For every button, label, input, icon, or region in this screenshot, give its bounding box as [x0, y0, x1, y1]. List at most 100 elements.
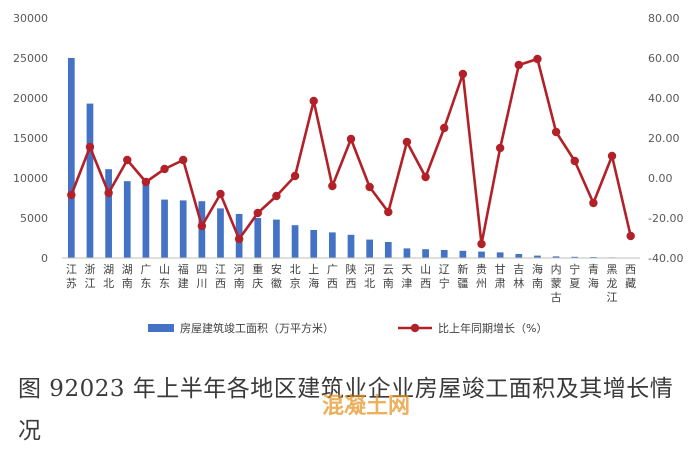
line-point	[440, 123, 449, 133]
bar	[403, 248, 411, 258]
line-point	[514, 60, 524, 70]
line-point	[309, 96, 318, 106]
watermark: 混凝土网	[322, 394, 411, 419]
category-label: 河南	[234, 263, 245, 290]
category-label: 吉林	[513, 263, 524, 290]
bar	[123, 181, 131, 258]
line-point	[346, 134, 356, 144]
bar	[496, 252, 504, 258]
bar	[291, 225, 299, 258]
category-label: 重庆	[252, 262, 263, 290]
legend-line-label: 比上年同期增长（%）	[438, 321, 547, 335]
category-label: 湖北	[103, 263, 114, 290]
line-point	[123, 155, 132, 165]
legend-line-marker	[410, 323, 420, 333]
legend-bar-label: 房屋建筑竣工面积（万平方米）	[180, 321, 334, 335]
bar	[67, 58, 75, 258]
bar	[459, 250, 467, 258]
line-point	[328, 181, 337, 191]
category-label: 浙江	[84, 263, 95, 290]
category-label: 青海	[588, 263, 599, 290]
left-tick-label: 0	[41, 252, 48, 265]
line-point	[178, 155, 188, 165]
left-tick-label: 15000	[13, 132, 48, 145]
category-label: 福建	[178, 262, 189, 290]
category-label: 上海	[308, 263, 319, 290]
right-tick-label: 60.00	[648, 52, 680, 65]
line-point	[197, 221, 207, 231]
line-point	[533, 54, 542, 64]
line-point	[272, 191, 281, 201]
line-point	[477, 239, 486, 249]
bar	[105, 169, 112, 258]
bar-series	[67, 58, 635, 258]
line-point	[67, 190, 76, 200]
left-tick-label: 25000	[13, 52, 48, 65]
line-point	[384, 207, 393, 217]
bar	[254, 218, 262, 258]
left-tick-label: 5000	[20, 212, 48, 225]
right-axis-ticks: -40.00 -20.00 0.00 20.00 40.00 60.00 80.00	[648, 12, 683, 265]
category-label: 陕西	[346, 262, 357, 290]
category-labels: 江苏浙江湖北湖南广东山东福建四川江西河南重庆安徽北京上海广西陕西河北云南天津山西…	[66, 262, 636, 304]
bar	[179, 200, 187, 258]
line-point	[458, 69, 468, 79]
chart: 0 5000 10000 15000 20000 25000 30000 -40.00 -20…	[13, 12, 683, 335]
line-point	[253, 208, 262, 218]
line-point	[626, 231, 635, 241]
left-axis-ticks: 0 5000 10000 15000 20000 25000 30000	[13, 12, 48, 265]
line-point	[589, 198, 598, 208]
line-point	[290, 171, 300, 181]
line-point	[141, 177, 151, 187]
category-label: 云南	[383, 263, 394, 290]
bar	[217, 208, 224, 258]
bar	[571, 256, 579, 258]
category-label: 安徽	[271, 262, 282, 290]
line-point	[216, 189, 225, 199]
category-label: 北京	[290, 263, 301, 290]
category-label: 广西	[327, 263, 338, 290]
bar	[273, 219, 280, 258]
category-label: 辽宁	[439, 263, 450, 290]
category-label: 天津	[401, 263, 412, 290]
category-label: 江苏	[66, 263, 77, 290]
line-point	[421, 172, 430, 182]
bar	[422, 249, 429, 258]
line-point	[570, 156, 579, 166]
line-point	[104, 188, 113, 198]
line-point	[402, 137, 412, 147]
figure-caption: 图 92023 年上半年各地区建筑业企业房屋竣工面积及其增长情况	[18, 376, 674, 444]
bar	[384, 242, 392, 258]
bar	[328, 232, 336, 258]
bar	[86, 103, 94, 258]
category-label: 四川	[196, 263, 207, 290]
category-label: 西藏	[625, 263, 636, 290]
bar	[515, 254, 523, 258]
bar	[440, 250, 448, 258]
legend: 房屋建筑竣工面积（万平方米） 比上年同期增长（%）	[148, 321, 547, 335]
line-point	[495, 143, 505, 153]
line-point	[607, 151, 617, 161]
legend-bar-swatch	[148, 324, 174, 332]
line-point	[365, 182, 374, 192]
category-label: 黑龙江	[607, 263, 618, 304]
category-label: 贵州	[476, 263, 487, 290]
category-label: 新疆	[457, 262, 468, 290]
left-tick-label: 30000	[13, 12, 48, 25]
bar	[161, 199, 168, 258]
bar	[142, 183, 150, 258]
bar	[478, 251, 485, 258]
category-label: 河北	[364, 263, 375, 290]
left-tick-label: 20000	[13, 92, 48, 105]
category-label: 甘肃	[495, 263, 506, 290]
line-point	[551, 127, 561, 137]
bar	[366, 239, 374, 258]
line-point	[85, 142, 95, 152]
category-label: 海南	[532, 262, 543, 290]
line-point	[160, 164, 169, 174]
bar	[552, 256, 560, 258]
right-tick-label: -40.00	[648, 252, 683, 265]
right-tick-label: 80.00	[648, 12, 680, 25]
bar	[347, 234, 355, 258]
line-series	[67, 54, 635, 249]
